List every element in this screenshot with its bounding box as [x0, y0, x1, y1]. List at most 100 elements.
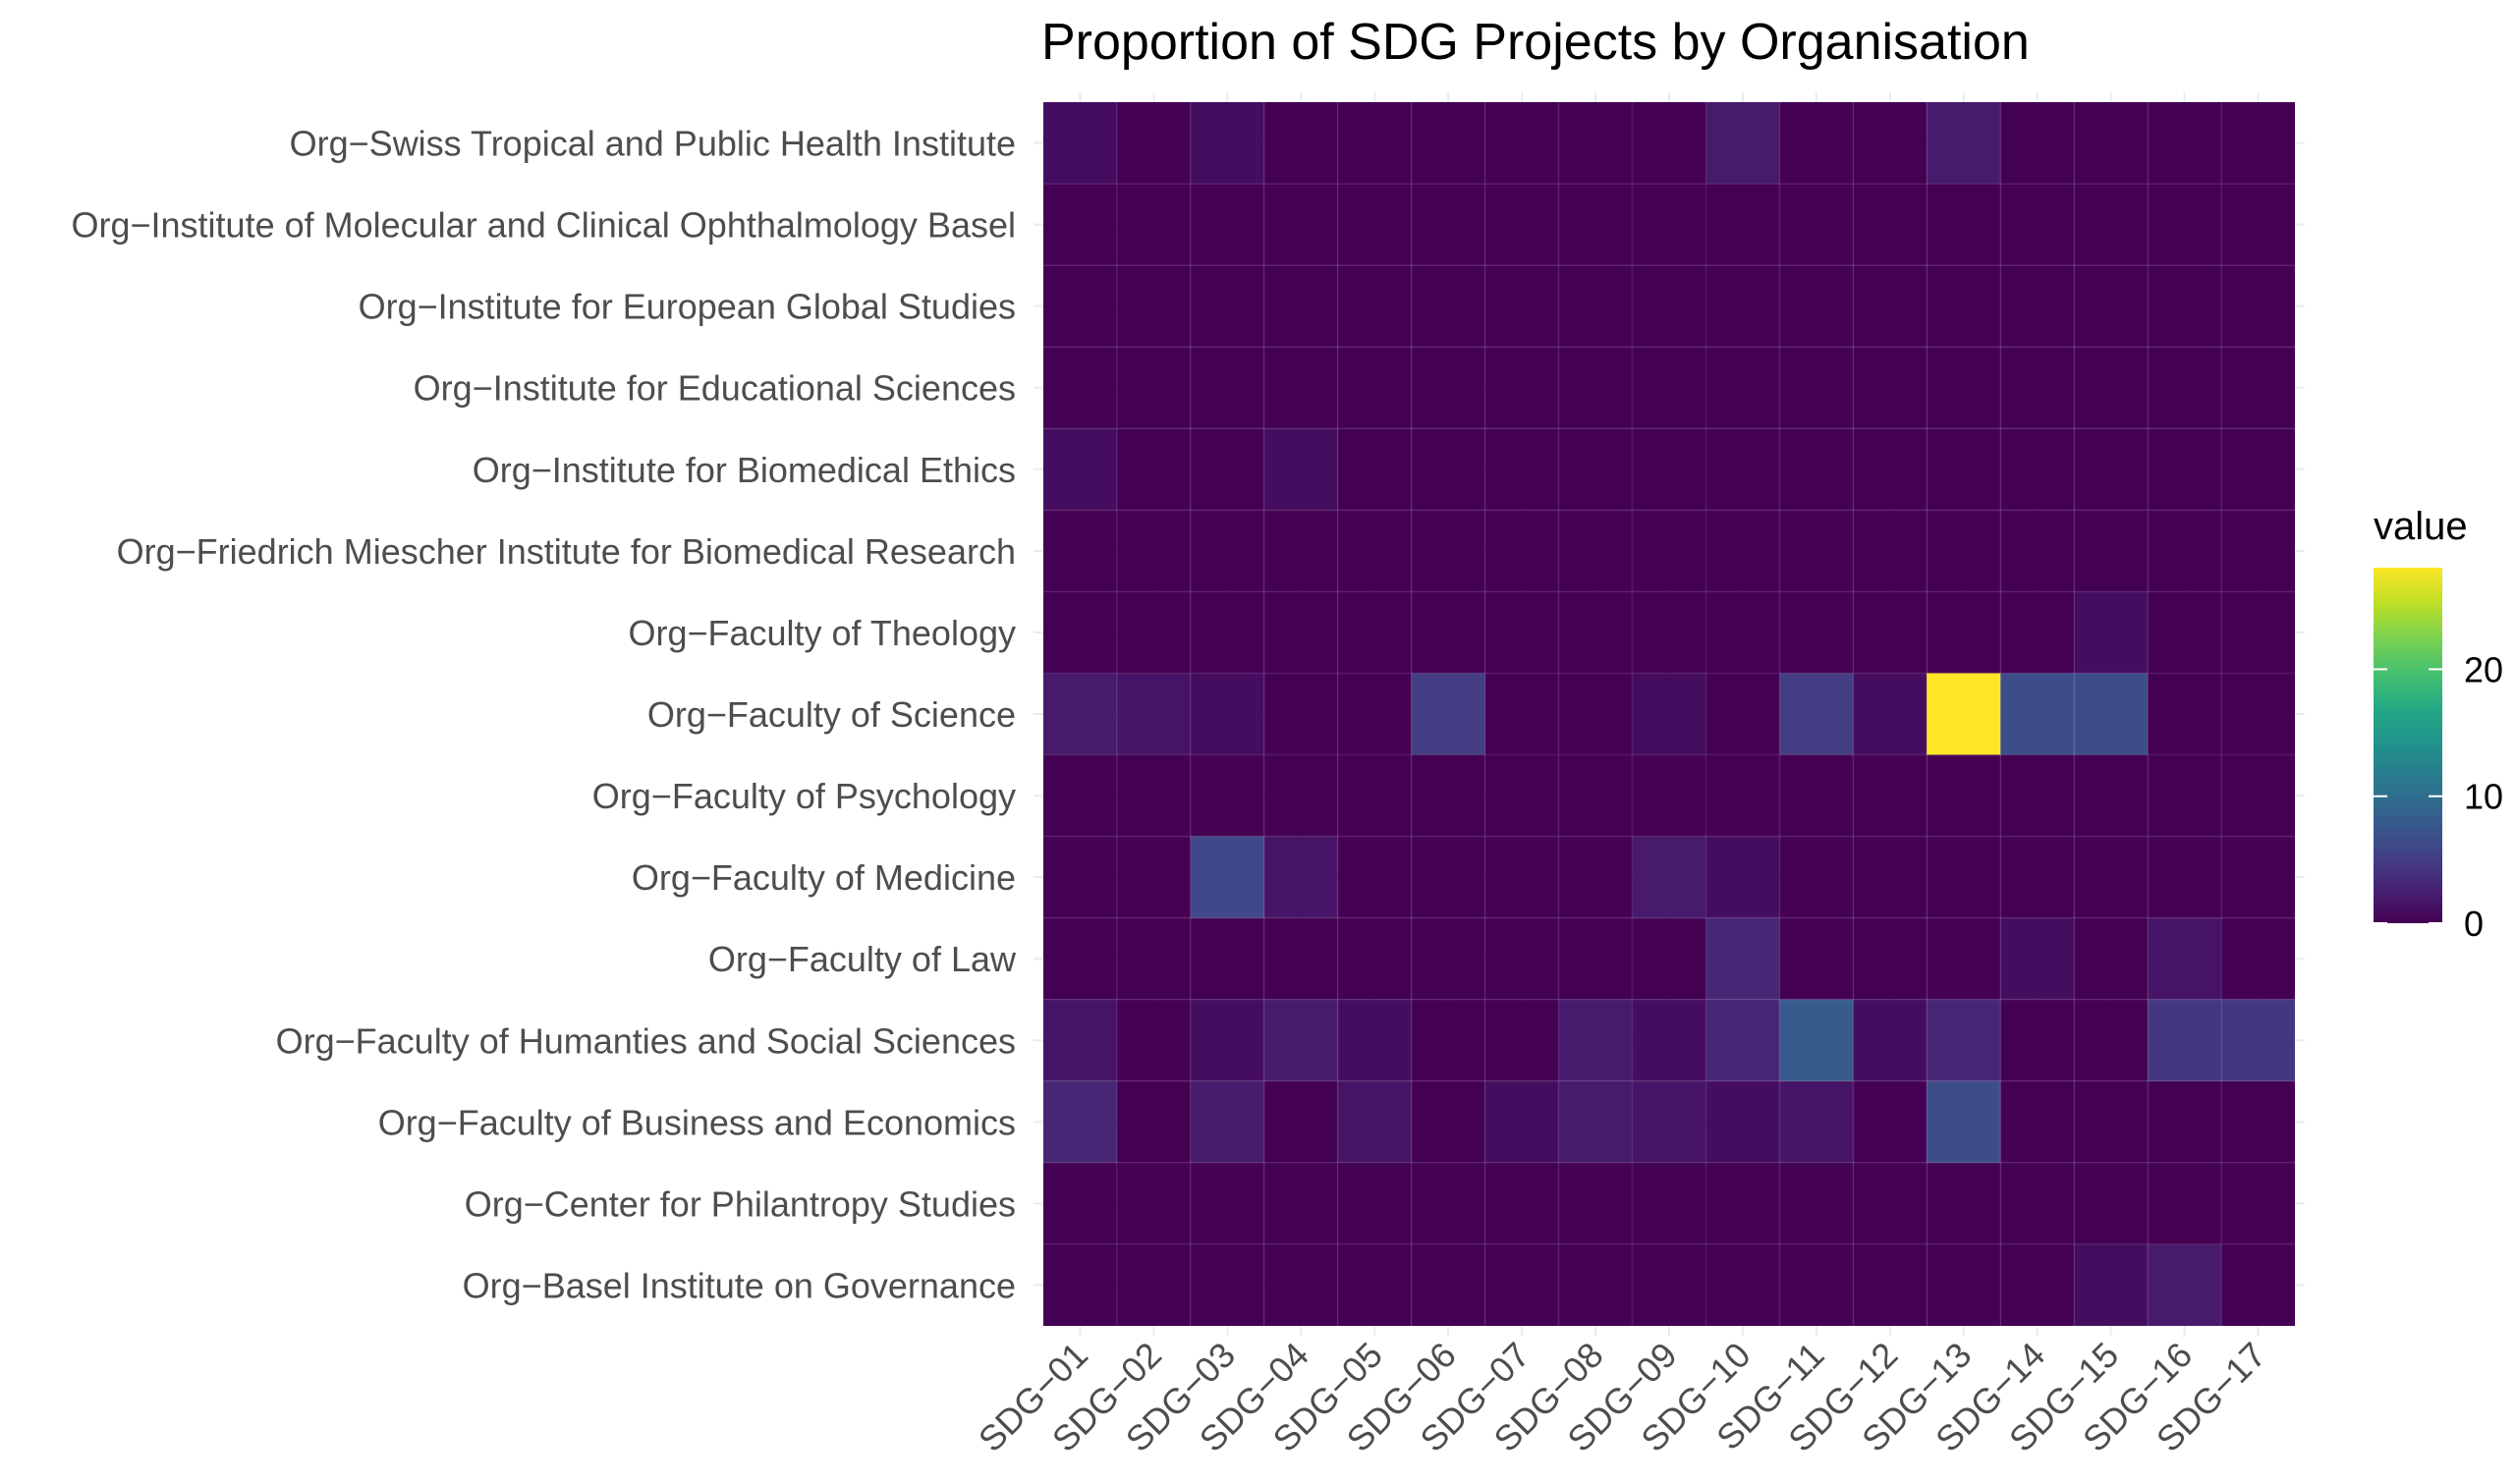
heatmap-cell — [1632, 591, 1706, 674]
heatmap-cell — [1558, 184, 1633, 266]
heatmap-cell — [1632, 673, 1706, 755]
heatmap-cell — [1779, 999, 1854, 1081]
heatmap-cell — [1043, 836, 1117, 918]
heatmap-cell — [1116, 591, 1191, 674]
heatmap-cell — [1632, 265, 1706, 348]
heatmap-cell — [1558, 347, 1633, 429]
heatmap-cell — [1411, 510, 1485, 592]
heatmap-cell — [2000, 836, 2075, 918]
heatmap-cell — [1411, 836, 1485, 918]
heatmap-cell — [1705, 184, 1780, 266]
heatmap-cell — [2221, 1243, 2295, 1326]
heatmap-cell — [2000, 999, 2075, 1081]
heatmap-cell — [1632, 1243, 1706, 1326]
heatmap-cell — [1705, 591, 1780, 674]
heatmap-cell — [1484, 1162, 1559, 1244]
heatmap-cell — [1043, 510, 1117, 592]
legend-tick-label: 20 — [2464, 649, 2503, 689]
heatmap-cell — [1705, 673, 1780, 755]
heatmap-cell — [2221, 347, 2295, 429]
heatmap-cell — [1190, 999, 1264, 1081]
heatmap-cell — [1927, 265, 2001, 348]
heatmap-cell — [1705, 754, 1780, 837]
heatmap-cell — [1853, 1162, 1928, 1244]
heatmap-cell — [1558, 917, 1633, 1000]
heatmap-cell — [1779, 836, 1854, 918]
heatmap-cell — [1263, 917, 1338, 1000]
heatmap-cell — [1043, 1080, 1117, 1163]
heatmap-cell — [1263, 102, 1338, 185]
legend-ticks: 0 10 20 — [2374, 649, 2503, 944]
heatmap-cell — [1484, 673, 1559, 755]
heatmap-cell — [1853, 591, 1928, 674]
heatmap-cell — [1927, 347, 2001, 429]
heatmap-cell — [1927, 591, 2001, 674]
heatmap-cell — [2074, 428, 2149, 511]
heatmap-cell — [1853, 1080, 1928, 1163]
heatmap-cell — [2148, 510, 2222, 592]
heatmap-cell — [1484, 184, 1559, 266]
heatmap-cell — [2000, 102, 2075, 185]
heatmap-cell — [1779, 184, 1854, 266]
heatmap-cell — [1927, 1243, 2001, 1326]
heatmap-cell — [1116, 836, 1191, 918]
heatmap-cell — [1043, 591, 1117, 674]
heatmap-cell — [1190, 1162, 1264, 1244]
heatmap-cell — [1190, 754, 1264, 837]
heatmap-cell — [2074, 754, 2149, 837]
y-tick-label: Org−Institute of Molecular and Clinical … — [72, 205, 1017, 246]
heatmap-cell — [2148, 591, 2222, 674]
heatmap-cell — [1705, 347, 1780, 429]
heatmap-cell — [1853, 754, 1928, 837]
y-tick-label: Org−Institute for European Global Studie… — [359, 287, 1016, 327]
heatmap-cell — [1558, 1243, 1633, 1326]
heatmap-cell — [1779, 428, 1854, 511]
heatmap-cell — [1263, 428, 1338, 511]
heatmap-cell — [1116, 510, 1191, 592]
heatmap-cell — [1705, 1080, 1780, 1163]
y-tick-label: Org−Basel Institute on Governance — [463, 1265, 1016, 1305]
heatmap-cell — [1853, 347, 1928, 429]
heatmap-cell — [2148, 836, 2222, 918]
heatmap-cell — [1411, 1080, 1485, 1163]
heatmap-cell — [1263, 673, 1338, 755]
heatmap-cell — [1337, 1162, 1412, 1244]
heatmap-cell — [1337, 754, 1412, 837]
y-tick-label: Org−Faculty of Medicine — [632, 857, 1016, 898]
heatmap-cell — [1558, 673, 1633, 755]
heatmap-cell — [1337, 673, 1412, 755]
heatmap-cell — [1043, 1162, 1117, 1244]
heatmap-cell — [2000, 347, 2075, 429]
heatmap-cell — [1116, 102, 1191, 185]
heatmap-cell — [1779, 591, 1854, 674]
y-tick-label: Org−Friedrich Miescher Institute for Bio… — [117, 531, 1016, 572]
heatmap-cell — [1411, 265, 1485, 348]
heatmap-cell — [1853, 184, 1928, 266]
heatmap-cell — [1632, 999, 1706, 1081]
heatmap-cell — [2221, 428, 2295, 511]
heatmap-cell — [1632, 836, 1706, 918]
heatmap-cell — [1558, 1080, 1633, 1163]
legend-tick-label: 0 — [2464, 904, 2484, 944]
heatmap-cell — [1779, 673, 1854, 755]
heatmap-cell — [1705, 510, 1780, 592]
heatmap-cell — [1263, 184, 1338, 266]
heatmap-cell — [1632, 754, 1706, 837]
heatmap-cell — [1558, 999, 1633, 1081]
heatmap-cell — [1632, 428, 1706, 511]
heatmap-cell — [1263, 1162, 1338, 1244]
heatmap-cell — [1558, 510, 1633, 592]
heatmap-cell — [1779, 102, 1854, 185]
heatmap-cell — [1190, 836, 1264, 918]
heatmap-cell — [1853, 673, 1928, 755]
heatmap-cell — [1116, 1162, 1191, 1244]
heatmap-cell — [1190, 428, 1264, 511]
heatmap-cell — [1043, 347, 1117, 429]
heatmap-cell — [1558, 836, 1633, 918]
heatmap-cell — [2221, 510, 2295, 592]
heatmap-cell — [2000, 591, 2075, 674]
heatmap-cell — [1337, 1080, 1412, 1163]
y-tick-label: Org−Faculty of Theology — [628, 613, 1016, 653]
heatmap-cell — [1705, 999, 1780, 1081]
heatmap-cell — [1779, 265, 1854, 348]
